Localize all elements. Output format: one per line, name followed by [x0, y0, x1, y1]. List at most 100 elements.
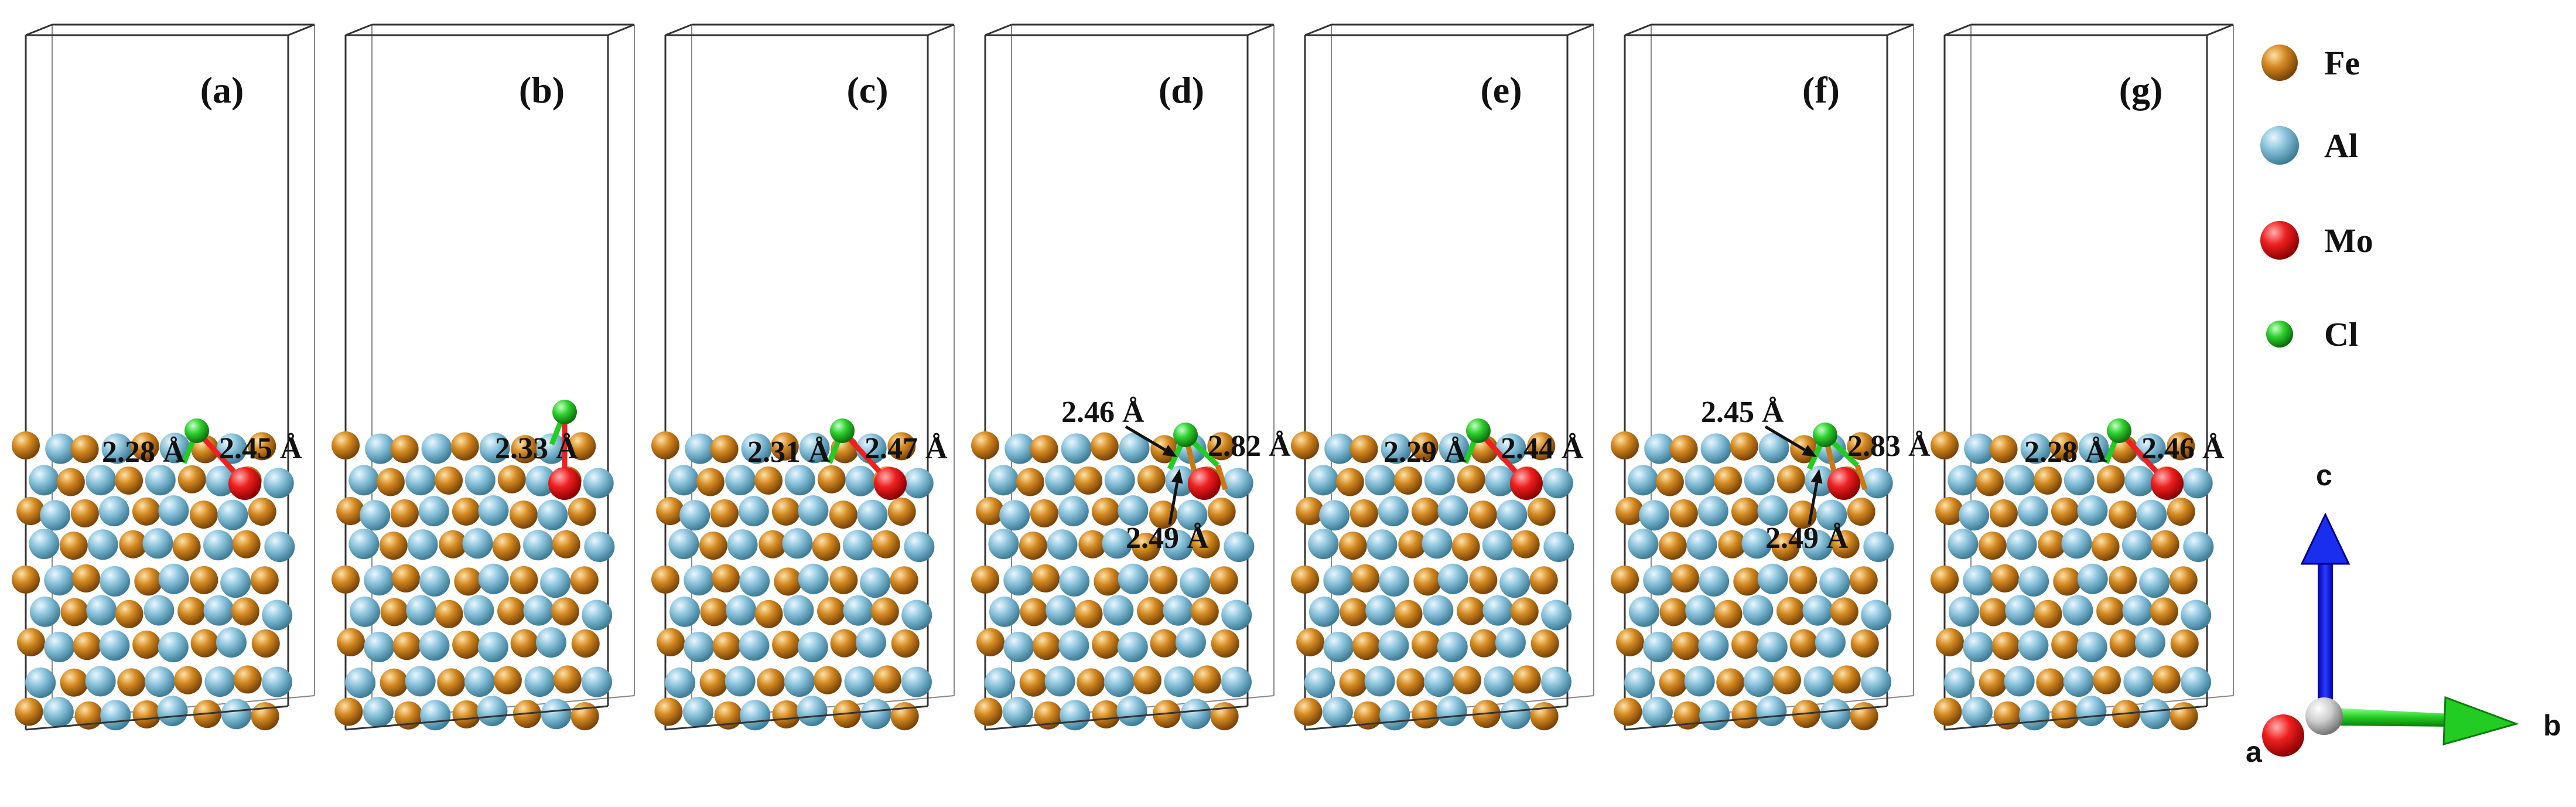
fe-atom	[829, 500, 857, 529]
al-atom	[1499, 567, 1530, 598]
al-atom	[145, 465, 176, 496]
al-atom	[1308, 465, 1339, 496]
bond-distance-label: 2.47 Å	[865, 432, 948, 465]
fe-atom	[1771, 532, 1800, 561]
fe-atom	[56, 468, 85, 496]
al-atom	[221, 699, 252, 730]
fe-atom	[696, 468, 725, 496]
al-atom	[1543, 531, 1574, 562]
fe-atom	[1658, 532, 1687, 560]
al-atom	[1862, 468, 1893, 499]
fe-atom	[1470, 629, 1498, 658]
fe-atom	[1335, 468, 1364, 496]
fe-atom	[497, 465, 526, 493]
al-atom	[584, 531, 615, 562]
fe-atom	[1669, 499, 1698, 527]
fe-atom	[119, 530, 148, 559]
panel-f: (f) 2.45 Å 2.83 Å 2.49 Å	[1611, 23, 1931, 731]
fe-atom	[1396, 668, 1425, 697]
fe-atom	[334, 697, 363, 726]
fe-atom	[2051, 497, 2079, 526]
al-atom	[2062, 595, 2093, 626]
fe-atom	[1078, 530, 1107, 559]
al-atom	[158, 495, 189, 526]
al-atom	[479, 433, 510, 464]
fe-atom	[1412, 700, 1440, 729]
fe-atom	[1132, 532, 1160, 561]
fe-atom	[1672, 632, 1700, 660]
cell-edge	[25, 23, 53, 36]
al-atom	[1698, 630, 1729, 661]
al-atom	[2017, 496, 2048, 527]
al-atom	[1060, 700, 1091, 731]
al-atom	[1757, 632, 1788, 663]
al-atom	[1700, 433, 1731, 464]
fe-atom	[1030, 499, 1058, 527]
al-atom	[477, 696, 508, 727]
fe-atom	[710, 499, 739, 527]
al-atom	[217, 499, 248, 530]
fe-atom	[452, 700, 481, 729]
al-atom	[1643, 631, 1674, 662]
bond-distance-label: 2.46 Å	[2141, 432, 2225, 465]
mo-atom	[1827, 467, 1860, 500]
fe-atom	[1530, 629, 1559, 658]
al-atom	[86, 465, 117, 496]
panel-label: (b)	[519, 69, 565, 111]
fe-atom	[1530, 702, 1559, 731]
al-atom	[1439, 433, 1470, 464]
al-atom	[1378, 496, 1409, 527]
al-atom	[420, 700, 451, 731]
bond-distance-label: 2.49 Å	[1126, 522, 1209, 555]
bond-distance-label: 2.28 Å	[102, 435, 185, 469]
al-atom	[668, 529, 699, 560]
al-atom	[216, 433, 247, 464]
al-atom	[2078, 433, 2109, 464]
fe-atom	[454, 567, 483, 596]
fe-atom	[2109, 629, 2138, 658]
fe-atom	[1351, 564, 1380, 593]
al-atom	[1482, 530, 1513, 561]
fe-atom	[392, 632, 421, 660]
fe-atom	[1847, 498, 1875, 526]
fe-atom	[712, 564, 740, 593]
arrow-shaft	[1125, 425, 1166, 451]
axis-a-arrow-icon	[2262, 714, 2304, 757]
arrow-shaft	[1808, 482, 1819, 525]
fe-atom	[1350, 435, 1378, 464]
fe-atom	[177, 597, 206, 625]
fe-atom	[1457, 597, 1485, 625]
fe-atom	[812, 532, 841, 561]
fe-atom	[1832, 665, 1861, 694]
fe-atom	[890, 702, 919, 731]
cell-edge	[345, 23, 373, 36]
fe-atom	[2167, 432, 2195, 461]
fe-atom	[817, 597, 846, 625]
panel-d: (d) 2.46 Å 2.82 Å 2.49 Å	[971, 23, 1291, 731]
al-atom	[1180, 567, 1211, 598]
fe-atom	[1776, 597, 1805, 625]
legend: Fe Al Mo Cl	[2260, 44, 2373, 353]
fe-atom	[656, 497, 685, 526]
al-atom	[144, 595, 175, 626]
fe-atom	[891, 629, 920, 658]
al-atom	[536, 433, 567, 464]
al-atom	[1758, 433, 1789, 464]
fe-atom	[251, 702, 279, 731]
al-atom	[1322, 696, 1353, 727]
al-atom	[418, 496, 449, 527]
al-atom	[1959, 500, 1990, 531]
al-atom	[1221, 600, 1252, 631]
al-atom	[1365, 595, 1396, 626]
fe-atom	[759, 530, 787, 559]
fe-atom	[1527, 432, 1556, 461]
adsorbate	[1463, 418, 1543, 500]
al-atom	[1642, 696, 1673, 727]
adsorbate	[2103, 418, 2184, 500]
fe-atom	[2038, 530, 2066, 559]
al-atom	[365, 433, 396, 464]
al-atom	[1644, 433, 1675, 464]
al-atom	[203, 595, 234, 626]
al-atom	[158, 632, 189, 663]
al-atom	[1003, 631, 1034, 662]
